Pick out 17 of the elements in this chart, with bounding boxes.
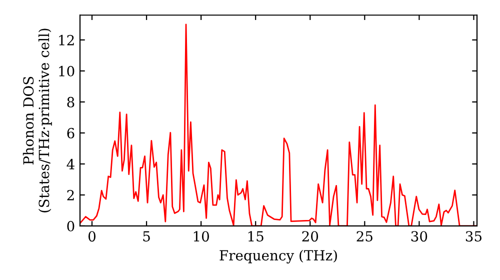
x-tick-label: 30 [411, 231, 428, 242]
x-tick-label: 10 [194, 231, 209, 242]
y-tick-label: 10 [59, 66, 74, 76]
y-tick-label: 6 [67, 128, 74, 138]
y-axis-title: Phonon DOS (States/THz·primitive cell) [22, 28, 52, 212]
y-tick-label: 0 [67, 220, 74, 232]
y-tick-label: 12 [59, 34, 74, 46]
x-axis-title: Frequency (THz) [220, 250, 337, 264]
x-tick-label: 35 [466, 231, 482, 242]
x-tick-label: 25 [356, 231, 372, 242]
y-tick-label: 4 [66, 158, 74, 170]
x-tick-label: 20 [302, 231, 318, 242]
x-tick-label: 5 [143, 231, 150, 242]
x-tick-label: 15 [248, 231, 264, 242]
y-tick-label: 2 [67, 190, 74, 200]
y-tick-label: 8 [67, 96, 74, 108]
x-tick-label: 0 [88, 231, 96, 242]
